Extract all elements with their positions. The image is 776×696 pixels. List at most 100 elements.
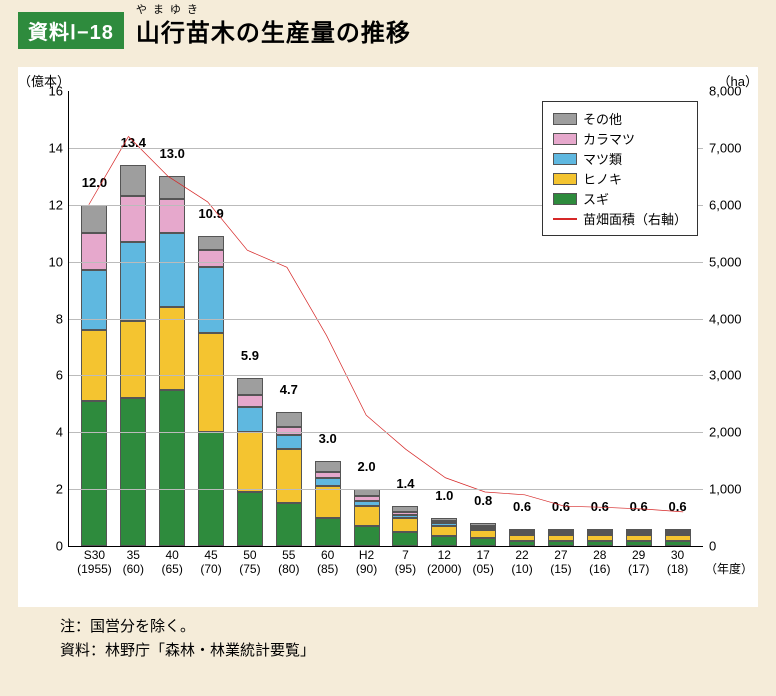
legend-label: スギ bbox=[583, 189, 609, 208]
bar-segment-hinoki bbox=[237, 432, 263, 492]
ytick-left: 16 bbox=[49, 84, 69, 99]
x-tick: 55(80) bbox=[269, 546, 308, 577]
legend-label: マツ類 bbox=[583, 149, 622, 168]
stacked-bar bbox=[431, 518, 457, 546]
ytick-right: 6,000 bbox=[703, 197, 742, 212]
swatch-matsu bbox=[553, 153, 577, 165]
bar-segment-other bbox=[315, 461, 341, 472]
bar-segment-hinoki bbox=[276, 449, 302, 503]
bar-segment-sugi bbox=[276, 503, 302, 546]
ytick-right: 5,000 bbox=[703, 254, 742, 269]
bar-segment-karamatsu bbox=[237, 395, 263, 406]
ytick-right: 2,000 bbox=[703, 425, 742, 440]
bar-segment-matsu bbox=[81, 270, 107, 330]
stacked-bar bbox=[198, 236, 224, 546]
bar-segment-sugi bbox=[470, 538, 496, 546]
bar-segment-hinoki bbox=[431, 526, 457, 536]
x-tick: 40(65) bbox=[153, 546, 192, 577]
ytick-right: 3,000 bbox=[703, 368, 742, 383]
legend: その他 カラマツ マツ類 ヒノキ スギ 苗畑面積（右軸） bbox=[542, 101, 698, 236]
bar-segment-sugi bbox=[237, 492, 263, 546]
swatch-other bbox=[553, 113, 577, 125]
swatch-line bbox=[553, 218, 577, 220]
ytick-left: 0 bbox=[56, 539, 69, 554]
x-tick: 50(75) bbox=[231, 546, 270, 577]
legend-label: その他 bbox=[583, 109, 622, 128]
x-tick: 22(10) bbox=[503, 546, 542, 577]
stacked-bar bbox=[354, 489, 380, 546]
x-tick: 12(2000) bbox=[425, 546, 464, 577]
bar-total-label: 0.6 bbox=[591, 499, 609, 514]
legend-karamatsu: カラマツ bbox=[553, 129, 687, 148]
bar-segment-sugi bbox=[120, 398, 146, 546]
x-tick: 35(60) bbox=[114, 546, 153, 577]
stacked-bar bbox=[470, 523, 496, 546]
resource-badge: 資料Ⅰ−18 bbox=[18, 12, 124, 49]
x-tick: 27(15) bbox=[542, 546, 581, 577]
bar-segment-other bbox=[120, 165, 146, 196]
legend-label: 苗畑面積（右軸） bbox=[583, 209, 687, 228]
bar-segment-matsu bbox=[315, 478, 341, 487]
ytick-left: 8 bbox=[56, 311, 69, 326]
ytick-right: 0 bbox=[703, 539, 716, 554]
bar-segment-sugi bbox=[81, 401, 107, 546]
bar-segment-sugi bbox=[315, 518, 341, 546]
legend-other: その他 bbox=[553, 109, 687, 128]
legend-matsu: マツ類 bbox=[553, 149, 687, 168]
ytick-right: 7,000 bbox=[703, 140, 742, 155]
bar-segment-sugi bbox=[354, 526, 380, 546]
ytick-left: 14 bbox=[49, 140, 69, 155]
bar-total-label: 0.6 bbox=[669, 499, 687, 514]
bar-segment-matsu bbox=[159, 233, 185, 307]
swatch-sugi bbox=[553, 193, 577, 205]
ytick-left: 12 bbox=[49, 197, 69, 212]
stacked-bar bbox=[587, 529, 613, 546]
bar-segment-sugi bbox=[159, 390, 185, 546]
x-tick: 17(05) bbox=[464, 546, 503, 577]
bar-segment-matsu bbox=[198, 267, 224, 332]
legend-sugi: スギ bbox=[553, 189, 687, 208]
bar-segment-other bbox=[81, 205, 107, 233]
ytick-right: 1,000 bbox=[703, 482, 742, 497]
bar-segment-karamatsu bbox=[81, 233, 107, 270]
bar-segment-other bbox=[276, 412, 302, 426]
note-line: 注：国営分を除く。 bbox=[60, 615, 746, 639]
stacked-bar bbox=[392, 506, 418, 546]
x-tick: 28(16) bbox=[580, 546, 619, 577]
bar-total-label: 0.6 bbox=[630, 499, 648, 514]
bar-total-label: 5.9 bbox=[241, 348, 259, 363]
bar-segment-hinoki bbox=[470, 530, 496, 538]
bar-segment-hinoki bbox=[392, 518, 418, 532]
bar-segment-hinoki bbox=[120, 321, 146, 398]
stacked-bar bbox=[509, 529, 535, 546]
bar-segment-hinoki bbox=[198, 333, 224, 433]
x-tick: 45(70) bbox=[192, 546, 231, 577]
bar-segment-sugi bbox=[431, 536, 457, 546]
chart-area: （億本） （ha） 12.0S30(1955)13.435(60)13.040(… bbox=[18, 67, 758, 607]
x-tick: 29(17) bbox=[619, 546, 658, 577]
bar-total-label: 4.7 bbox=[280, 382, 298, 397]
header: 資料Ⅰ−18 やまゆき 山行苗木の生産量の推移 bbox=[0, 0, 776, 49]
bar-segment-other bbox=[237, 378, 263, 395]
bar-total-label: 12.0 bbox=[82, 175, 107, 190]
bar-total-label: 0.8 bbox=[474, 493, 492, 508]
ytick-left: 10 bbox=[49, 254, 69, 269]
stacked-bar bbox=[159, 176, 185, 546]
legend-line: 苗畑面積（右軸） bbox=[553, 209, 687, 228]
bar-total-label: 0.6 bbox=[513, 499, 531, 514]
bar-segment-hinoki bbox=[81, 330, 107, 401]
swatch-karamatsu bbox=[553, 133, 577, 145]
ytick-left: 2 bbox=[56, 482, 69, 497]
bar-segment-karamatsu bbox=[198, 250, 224, 267]
bar-segment-karamatsu bbox=[120, 196, 146, 242]
legend-label: ヒノキ bbox=[583, 169, 622, 188]
bar-segment-matsu bbox=[120, 242, 146, 322]
swatch-hinoki bbox=[553, 173, 577, 185]
x-tick: 30(18) bbox=[658, 546, 697, 577]
ytick-right: 4,000 bbox=[703, 311, 742, 326]
stacked-bar bbox=[665, 529, 691, 546]
x-tick: 7(95) bbox=[386, 546, 425, 577]
bar-segment-karamatsu bbox=[276, 427, 302, 436]
ytick-left: 6 bbox=[56, 368, 69, 383]
bar-segment-matsu bbox=[237, 407, 263, 433]
